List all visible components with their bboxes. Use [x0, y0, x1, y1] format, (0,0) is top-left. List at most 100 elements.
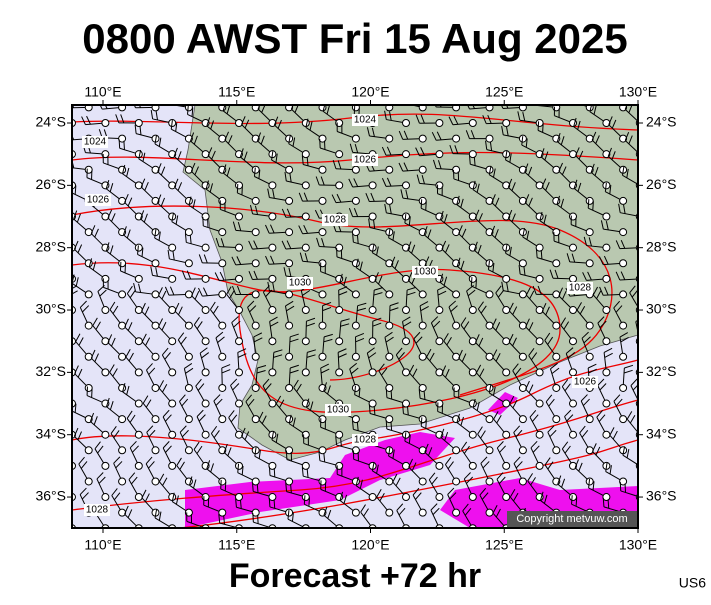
- station: [536, 369, 543, 376]
- station: [336, 338, 343, 345]
- station: [453, 478, 460, 485]
- lat-label: 34°S: [646, 425, 677, 441]
- station: [503, 275, 510, 282]
- station: [336, 307, 343, 314]
- station: [403, 182, 410, 189]
- barb-feather: [344, 90, 347, 99]
- station: [286, 197, 293, 204]
- station: [403, 120, 410, 127]
- station: [436, 494, 443, 501]
- barb-feather: [476, 279, 477, 288]
- station: [453, 291, 460, 298]
- lat-label: 28°S: [646, 238, 677, 254]
- barb-feather: [274, 468, 275, 477]
- station: [202, 151, 209, 158]
- station: [419, 416, 426, 423]
- station: [269, 88, 276, 95]
- forecast-label: Forecast +72 hr: [229, 557, 481, 595]
- barb-feather: [603, 498, 604, 507]
- station: [269, 275, 276, 282]
- barb-feather: [149, 84, 153, 92]
- station: [219, 509, 226, 516]
- station: [202, 338, 209, 345]
- station: [336, 431, 343, 438]
- station: [386, 416, 393, 423]
- station: [352, 509, 359, 516]
- station: [369, 494, 376, 501]
- station: [169, 431, 176, 438]
- station: [419, 291, 426, 298]
- station: [536, 400, 543, 407]
- barb-feather: [555, 82, 558, 91]
- station: [519, 416, 526, 423]
- station: [369, 400, 376, 407]
- station: [620, 416, 627, 423]
- station: [119, 322, 126, 329]
- station: [85, 384, 92, 391]
- station: [185, 322, 192, 329]
- station: [436, 88, 443, 95]
- station: [286, 291, 293, 298]
- barb-feather: [189, 81, 191, 90]
- station: [202, 244, 209, 251]
- station: [252, 197, 259, 204]
- station: [169, 462, 176, 469]
- station: [202, 431, 209, 438]
- station: [419, 478, 426, 485]
- station: [269, 369, 276, 376]
- station: [302, 307, 309, 314]
- station: [603, 338, 610, 345]
- barb-feather: [59, 201, 60, 210]
- station: [519, 478, 526, 485]
- station: [135, 400, 142, 407]
- station: [185, 260, 192, 267]
- station: [236, 120, 243, 127]
- station: [603, 307, 610, 314]
- barb-feather: [419, 78, 420, 87]
- station: [135, 462, 142, 469]
- barb-feather: [154, 84, 158, 92]
- lon-label: 110°E: [84, 84, 121, 100]
- model-code: US6: [679, 575, 706, 591]
- station: [453, 353, 460, 360]
- barb-feather: [295, 73, 298, 81]
- station: [85, 478, 92, 485]
- station: [269, 400, 276, 407]
- barb-feather: [54, 416, 55, 425]
- barb-feather: [424, 79, 425, 88]
- barb-staff: [58, 451, 72, 466]
- barb-staff: [63, 510, 72, 528]
- barb-feather: [586, 77, 587, 86]
- station: [252, 291, 259, 298]
- station: [620, 229, 627, 236]
- isobar-label: 1028: [569, 283, 592, 294]
- barb-feather: [541, 250, 542, 259]
- station: [102, 494, 109, 501]
- station: [286, 416, 293, 423]
- lon-label: 115°E: [218, 537, 255, 553]
- barb-feather: [386, 389, 387, 398]
- lon-label: 115°E: [218, 84, 255, 100]
- station: [369, 182, 376, 189]
- station: [152, 291, 159, 298]
- station: [436, 400, 443, 407]
- station: [302, 151, 309, 158]
- station: [486, 353, 493, 360]
- station: [436, 244, 443, 251]
- station: [319, 478, 326, 485]
- station: [219, 416, 226, 423]
- station: [553, 322, 560, 329]
- barb-feather: [65, 321, 71, 328]
- lat-label: 36°S: [646, 488, 677, 504]
- station: [269, 307, 276, 314]
- station: [570, 400, 577, 407]
- station: [469, 151, 476, 158]
- station: [185, 291, 192, 298]
- barb-staff: [152, 92, 172, 93]
- station: [503, 338, 510, 345]
- lat-label: 36°S: [35, 488, 66, 504]
- lat-label: 26°S: [35, 176, 66, 192]
- station: [519, 447, 526, 454]
- station: [102, 338, 109, 345]
- barb-feather: [119, 139, 120, 148]
